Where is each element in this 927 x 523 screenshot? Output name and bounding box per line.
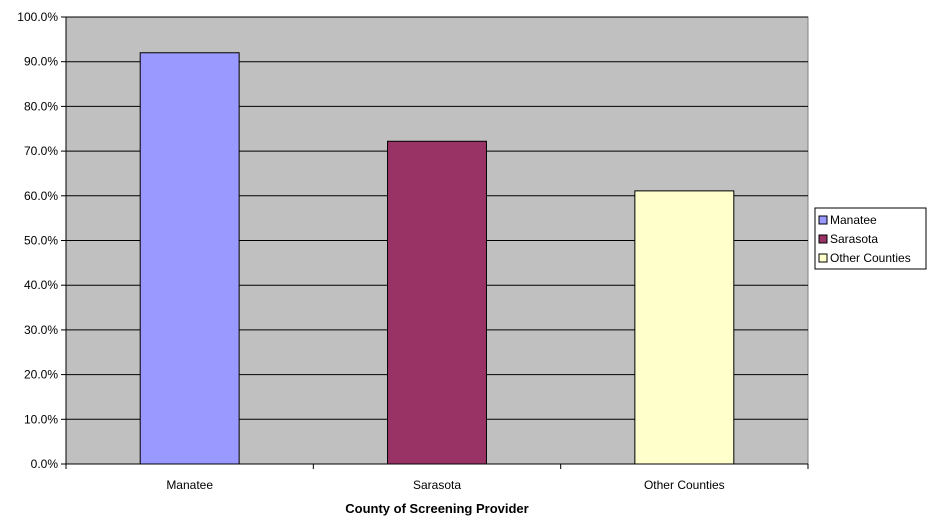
- x-tick-label: Manatee: [166, 478, 213, 492]
- x-tick-labels: Manatee Sarasota Other Counties: [65, 464, 809, 492]
- legend-label: Manatee: [830, 213, 877, 227]
- y-tick-label: 40.0%: [24, 278, 58, 292]
- y-tick-label: 90.0%: [24, 55, 58, 69]
- y-tick-label: 10.0%: [24, 412, 58, 426]
- y-tick-label: 60.0%: [24, 189, 58, 203]
- y-tick-label: 50.0%: [24, 234, 58, 248]
- y-tick-label: 0.0%: [31, 457, 59, 471]
- legend-swatch: [818, 215, 828, 225]
- y-tick-label: 100.0%: [17, 10, 58, 24]
- legend: Manatee Sarasota Other Counties: [814, 207, 927, 270]
- x-axis-title: County of Screening Provider: [345, 501, 528, 516]
- legend-swatch: [818, 253, 828, 263]
- bar-manatee: [139, 52, 240, 465]
- bar-other-counties: [634, 190, 735, 465]
- legend-label: Other Counties: [830, 251, 911, 265]
- y-tick-label: 20.0%: [24, 368, 58, 382]
- y-tick-label: 70.0%: [24, 144, 58, 158]
- x-tick-label: Other Counties: [644, 478, 725, 492]
- legend-swatch: [818, 234, 828, 244]
- y-tick-label: 80.0%: [24, 99, 58, 113]
- y-tick-labels: 0.0% 10.0% 20.0% 30.0% 40.0% 50.0% 60.0% 70.0% 8…: [17, 10, 66, 471]
- legend-label: Sarasota: [830, 232, 878, 246]
- x-tick-label: Sarasota: [413, 478, 461, 492]
- bar-sarasota: [387, 140, 487, 465]
- legend-box: [814, 207, 927, 270]
- y-tick-label: 30.0%: [24, 323, 58, 337]
